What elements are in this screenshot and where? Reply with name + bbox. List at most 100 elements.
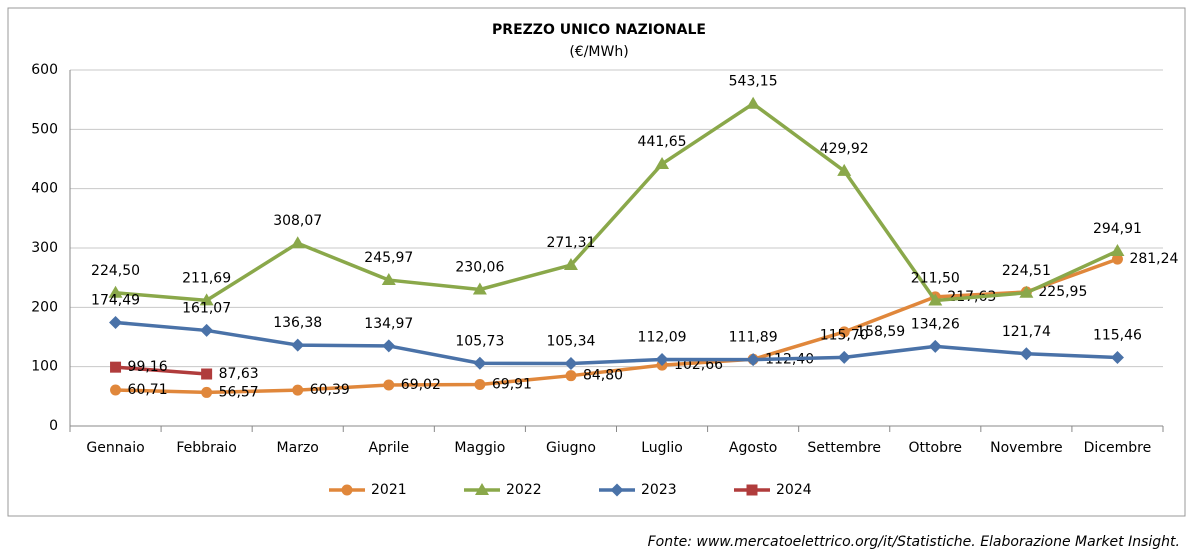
- data-label: 112,09: [638, 329, 687, 345]
- data-label: 158,59: [856, 324, 905, 340]
- legend-label: 2022: [506, 482, 542, 498]
- marker: [838, 326, 850, 338]
- data-label: 245,97: [364, 250, 413, 266]
- marker: [1019, 285, 1034, 298]
- marker: [108, 285, 123, 298]
- data-label: 161,07: [182, 300, 231, 316]
- y-tick-label: 0: [49, 418, 58, 434]
- y-tick-label: 400: [31, 181, 58, 197]
- marker: [928, 339, 942, 353]
- series-line: [115, 257, 1119, 395]
- x-tick-label: Settembre: [807, 440, 881, 456]
- data-label: 211,69: [182, 270, 231, 286]
- marker: [746, 96, 761, 109]
- marker: [564, 356, 578, 370]
- x-tick-label: Gennaio: [86, 440, 144, 456]
- marker: [746, 353, 760, 367]
- data-label: 60,39: [310, 382, 350, 398]
- series-line: [115, 365, 207, 376]
- data-label: 134,97: [364, 316, 413, 332]
- marker: [928, 293, 943, 306]
- marker: [746, 484, 758, 496]
- marker: [473, 356, 487, 370]
- data-label: 441,65: [638, 134, 687, 150]
- x-tick-label: Luglio: [641, 440, 683, 456]
- data-label: 99,16: [128, 359, 168, 375]
- data-label: 115,46: [1093, 327, 1142, 343]
- data-label: 308,07: [273, 213, 322, 229]
- x-tick-label: Maggio: [454, 440, 505, 456]
- data-label: 271,31: [546, 235, 595, 251]
- marker: [474, 379, 486, 391]
- data-label: 543,15: [729, 74, 778, 90]
- marker: [382, 339, 396, 353]
- data-label: 136,38: [273, 315, 322, 331]
- data-label: 87,63: [219, 366, 259, 382]
- data-label: 105,73: [455, 333, 504, 349]
- data-label: 69,02: [401, 377, 441, 393]
- marker: [110, 361, 122, 373]
- marker: [563, 258, 578, 271]
- source-note: Fonte: www.mercatoelettrico.org/it/Stati…: [648, 534, 1180, 550]
- marker: [292, 384, 304, 396]
- data-label: 224,51: [1002, 263, 1051, 279]
- x-tick-label: Febbraio: [176, 440, 236, 456]
- legend-label: 2024: [776, 482, 812, 498]
- data-label: 211,50: [911, 271, 960, 287]
- y-tick-label: 500: [31, 121, 58, 137]
- legend-label: 2021: [371, 482, 407, 498]
- marker: [1111, 253, 1123, 265]
- data-label: 60,71: [128, 382, 168, 398]
- marker: [472, 282, 487, 295]
- data-label: 121,74: [1002, 324, 1051, 340]
- data-label: 84,80: [583, 368, 623, 384]
- marker: [475, 483, 489, 495]
- marker: [109, 315, 123, 329]
- x-tick-label: Aprile: [368, 440, 409, 456]
- marker: [383, 379, 395, 391]
- marker: [565, 370, 577, 382]
- marker: [837, 350, 851, 364]
- y-tick-label: 100: [31, 359, 58, 375]
- data-label: 429,92: [820, 141, 869, 157]
- data-label: 56,57: [219, 384, 259, 400]
- marker: [341, 484, 353, 496]
- data-label: 134,26: [911, 316, 960, 332]
- data-label: 105,34: [546, 333, 595, 349]
- marker: [291, 338, 305, 352]
- data-label: 281,24: [1129, 251, 1178, 267]
- data-label: 115,70: [820, 327, 869, 343]
- data-label: 230,06: [455, 259, 504, 275]
- marker: [199, 293, 214, 306]
- marker: [1019, 347, 1033, 361]
- data-label: 69,91: [492, 377, 532, 393]
- marker: [201, 368, 213, 380]
- y-tick-label: 300: [31, 240, 58, 256]
- chart-frame: [7, 7, 1186, 517]
- marker: [1110, 350, 1124, 364]
- marker: [200, 323, 214, 337]
- y-tick-label: 200: [31, 299, 58, 315]
- y-tick-label: 600: [31, 62, 58, 78]
- x-tick-label: Giugno: [546, 440, 596, 456]
- marker: [290, 236, 305, 249]
- x-tick-label: Dicembre: [1084, 440, 1152, 456]
- marker: [381, 273, 396, 286]
- x-tick-label: Novembre: [990, 440, 1063, 456]
- data-label: 111,89: [729, 330, 778, 346]
- marker: [201, 386, 213, 398]
- chart-title: PREZZO UNICO NAZIONALE: [492, 22, 706, 38]
- marker: [655, 352, 669, 366]
- x-tick-label: Agosto: [729, 440, 777, 456]
- marker: [610, 483, 624, 497]
- data-label: 224,50: [91, 263, 140, 279]
- data-label: 225,95: [1038, 284, 1087, 300]
- data-label: 294,91: [1093, 221, 1142, 237]
- x-tick-label: Ottobre: [909, 440, 963, 456]
- marker: [110, 384, 122, 396]
- marker: [655, 156, 670, 169]
- chart-subtitle: (€/MWh): [569, 44, 628, 60]
- data-label: 174,49: [91, 292, 140, 308]
- marker: [837, 163, 852, 176]
